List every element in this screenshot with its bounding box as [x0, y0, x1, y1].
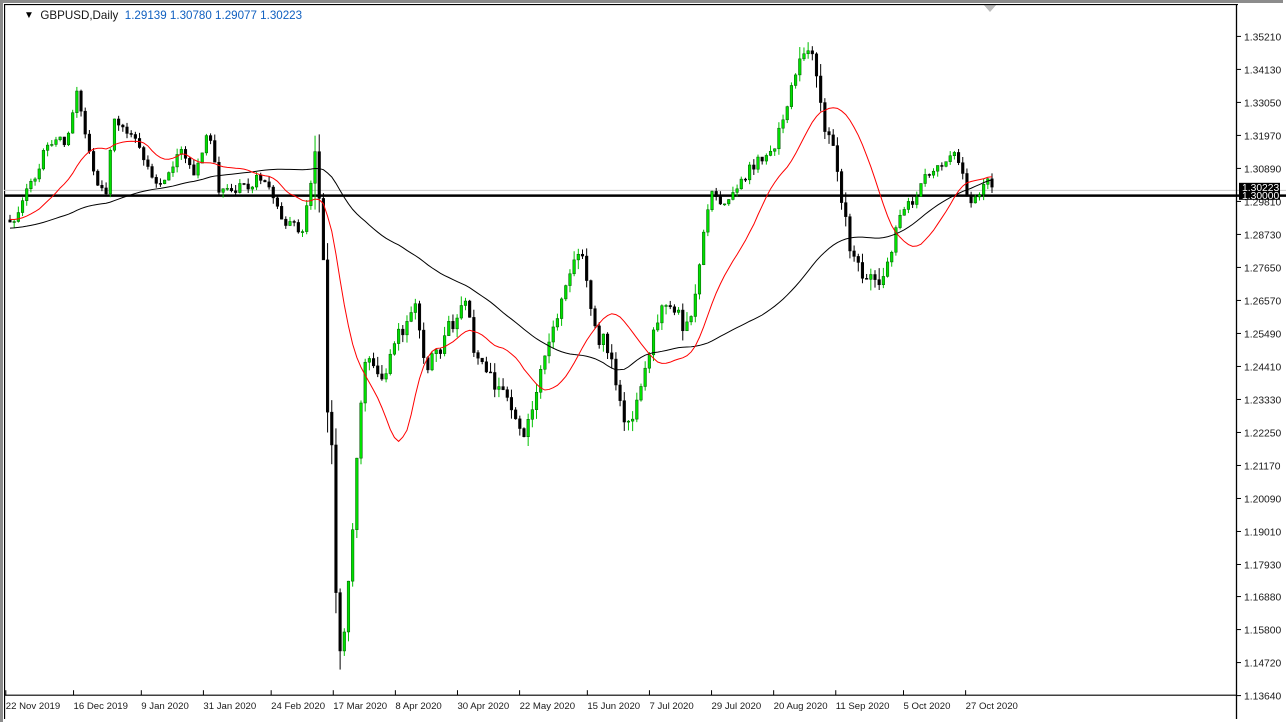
svg-text:1.31970: 1.31970: [1244, 131, 1281, 142]
svg-text:20 Aug 2020: 20 Aug 2020: [774, 701, 828, 712]
svg-text:29 Jul 2020: 29 Jul 2020: [712, 701, 762, 712]
svg-text:1.16880: 1.16880: [1244, 593, 1281, 604]
svg-text:1.15800: 1.15800: [1244, 626, 1281, 637]
svg-text:9 Jan 2020: 9 Jan 2020: [141, 701, 188, 712]
svg-text:1.27650: 1.27650: [1244, 263, 1281, 274]
svg-text:27 Oct 2020: 27 Oct 2020: [966, 701, 1018, 712]
svg-text:24 Feb 2020: 24 Feb 2020: [271, 701, 325, 712]
svg-text:1.23330: 1.23330: [1244, 395, 1281, 406]
svg-text:1.21170: 1.21170: [1244, 461, 1281, 472]
svg-text:15 Jun 2020: 15 Jun 2020: [587, 701, 640, 712]
svg-text:1.24410: 1.24410: [1244, 362, 1281, 373]
svg-text:17 Mar 2020: 17 Mar 2020: [333, 701, 387, 712]
svg-text:31 Jan 2020: 31 Jan 2020: [203, 701, 256, 712]
svg-text:1.28730: 1.28730: [1244, 230, 1281, 241]
svg-text:1.33050: 1.33050: [1244, 98, 1281, 109]
svg-text:1.14720: 1.14720: [1244, 659, 1281, 670]
svg-text:8 Apr 2020: 8 Apr 2020: [395, 701, 441, 712]
svg-text:30 Apr 2020: 30 Apr 2020: [457, 701, 509, 712]
svg-text:1.22250: 1.22250: [1244, 428, 1281, 439]
svg-text:1.13640: 1.13640: [1244, 692, 1281, 703]
svg-text:16 Dec 2019: 16 Dec 2019: [74, 701, 128, 712]
svg-text:1.34130: 1.34130: [1244, 65, 1281, 76]
svg-text:1.35210: 1.35210: [1244, 32, 1281, 43]
svg-text:1.30000: 1.30000: [1242, 191, 1279, 202]
svg-text:5 Oct 2020: 5 Oct 2020: [904, 701, 951, 712]
svg-text:1.30890: 1.30890: [1244, 164, 1281, 175]
svg-text:1.25490: 1.25490: [1244, 329, 1281, 340]
svg-text:1.20090: 1.20090: [1244, 494, 1281, 505]
svg-text:22 Nov 2019: 22 Nov 2019: [6, 701, 60, 712]
svg-text:11 Sep 2020: 11 Sep 2020: [836, 701, 890, 712]
svg-text:1.17930: 1.17930: [1244, 560, 1281, 571]
svg-text:22 May 2020: 22 May 2020: [520, 701, 575, 712]
svg-text:1.19010: 1.19010: [1244, 527, 1281, 538]
svg-text:1.26570: 1.26570: [1244, 296, 1281, 307]
svg-text:7 Jul 2020: 7 Jul 2020: [649, 701, 693, 712]
